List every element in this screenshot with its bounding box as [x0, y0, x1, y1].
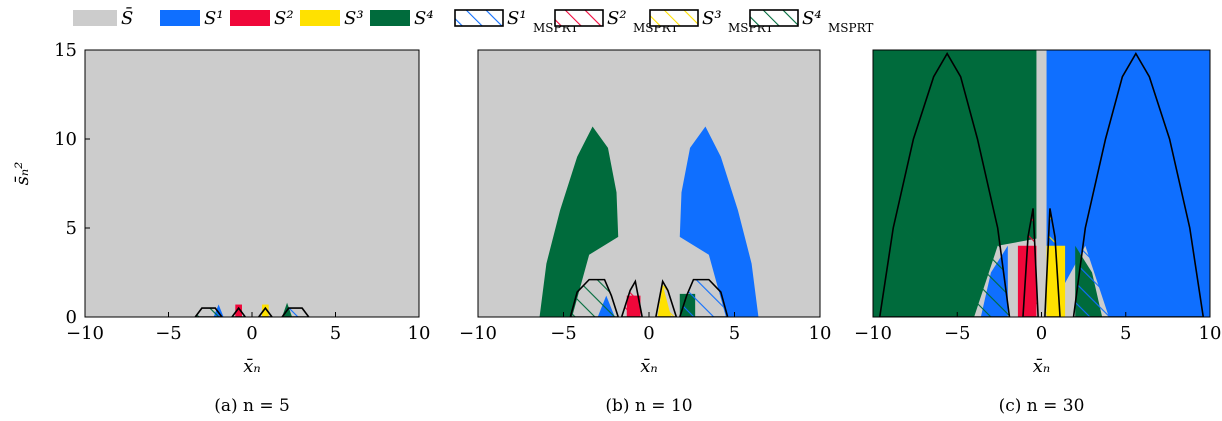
- x-tick-label: 5: [1120, 323, 1131, 344]
- legend-label: S⁴: [802, 8, 822, 29]
- legend-entry-S_bar: S̄: [73, 6, 133, 29]
- legend-sublabel: MSPRT: [828, 21, 873, 35]
- legend-label: S̄: [121, 6, 133, 29]
- msprt-region-S3: [257, 306, 274, 317]
- legend-label: S⁴: [414, 8, 434, 29]
- legend-swatch: [370, 10, 410, 26]
- msprt-region-S2: [230, 306, 247, 317]
- x-tick-label: 5: [729, 323, 740, 344]
- region-background: [478, 50, 820, 317]
- x-tick-label: −10: [459, 323, 497, 344]
- panel-1: −10 −5 0 5 10 0 5 10 15 x̄ₙ s̄ₙ² (a) n = 5: [12, 40, 430, 416]
- legend: S̄ S¹ S² S³ S⁴ S¹ MSPRT S² MSPRT S³ MSPRT S⁴ MSPRT: [73, 6, 873, 35]
- x-tick-label: 10: [809, 323, 832, 344]
- y-tick-label: 10: [54, 129, 77, 150]
- msprt-region-S4: [194, 307, 223, 317]
- panel-caption: (a) n = 5: [214, 396, 290, 416]
- panel-3: −10 −5 0 5 10 x̄ₙ (c) n = 30: [854, 49, 1222, 416]
- x-tick-label: 5: [330, 323, 341, 344]
- y-tick-label: 5: [66, 218, 77, 239]
- legend-label: S³: [344, 8, 364, 29]
- y-tick-label: 0: [66, 307, 77, 328]
- msprt-region-S1: [1072, 51, 1205, 317]
- x-tick-label: −5: [550, 323, 577, 344]
- x-tick-label: −5: [155, 323, 182, 344]
- x-tick-label: 0: [246, 323, 257, 344]
- legend-swatch: [649, 9, 699, 27]
- x-tick-label: 10: [408, 323, 431, 344]
- x-axis-label: x̄ₙ: [243, 356, 260, 377]
- y-axis-label: s̄ₙ²: [12, 162, 33, 186]
- region-background: [85, 50, 419, 317]
- x-tick-label: 0: [1036, 323, 1047, 344]
- region-S4: [539, 126, 619, 317]
- msprt-region-S4: [569, 278, 620, 317]
- msprt-region-S1: [678, 278, 729, 317]
- legend-entry-S2: S²: [230, 8, 294, 29]
- y-tick-label: 15: [54, 40, 77, 61]
- msprt-region-S2: [620, 279, 643, 317]
- legend-label: S³: [702, 8, 722, 29]
- legend-entry-S4_MSPRT: S⁴ MSPRT: [749, 8, 873, 35]
- legend-swatch: [554, 9, 604, 27]
- legend-entry-S4: S⁴: [370, 8, 434, 29]
- x-tick-label: −10: [66, 323, 104, 344]
- legend-label: S¹: [507, 8, 527, 29]
- msprt-region-S4: [878, 51, 1011, 317]
- chart-panels: −10 −5 0 5 10 0 5 10 15 x̄ₙ s̄ₙ² (a) n = 5 −10 −5 0 5 10…: [12, 40, 1221, 416]
- legend-swatch: [160, 10, 200, 26]
- msprt-region-S3: [1044, 208, 1061, 317]
- msprt-region-S3: [655, 279, 678, 317]
- legend-entry-S1_MSPRT: S¹ MSPRT: [454, 8, 578, 35]
- x-tick-label: 0: [643, 323, 654, 344]
- x-tick-label: 10: [1199, 323, 1222, 344]
- legend-entry-S2_MSPRT: S² MSPRT: [554, 8, 678, 35]
- legend-label: S²: [607, 8, 627, 29]
- x-tick-label: −5: [944, 323, 971, 344]
- region-S1: [679, 126, 759, 317]
- legend-entry-S3: S³: [300, 8, 364, 29]
- x-axis-label: x̄ₙ: [640, 356, 657, 377]
- legend-swatch: [300, 10, 340, 26]
- x-axis-label: x̄ₙ: [1033, 356, 1050, 377]
- legend-swatch: [749, 9, 799, 27]
- legend-entry-S1: S¹: [160, 8, 224, 29]
- legend-swatch: [454, 9, 504, 27]
- panel-2: −10 −5 0 5 10 x̄ₙ (b) n = 10: [459, 49, 832, 416]
- legend-swatch: [230, 10, 270, 26]
- legend-label: S²: [274, 8, 294, 29]
- legend-label: S¹: [204, 8, 224, 29]
- x-tick-label: −10: [854, 323, 892, 344]
- msprt-region-S1: [281, 307, 310, 317]
- msprt-region-S2: [1022, 208, 1039, 317]
- panel-caption: (c) n = 30: [999, 396, 1085, 416]
- panel-caption: (b) n = 10: [605, 396, 692, 416]
- legend-swatch: [73, 10, 117, 26]
